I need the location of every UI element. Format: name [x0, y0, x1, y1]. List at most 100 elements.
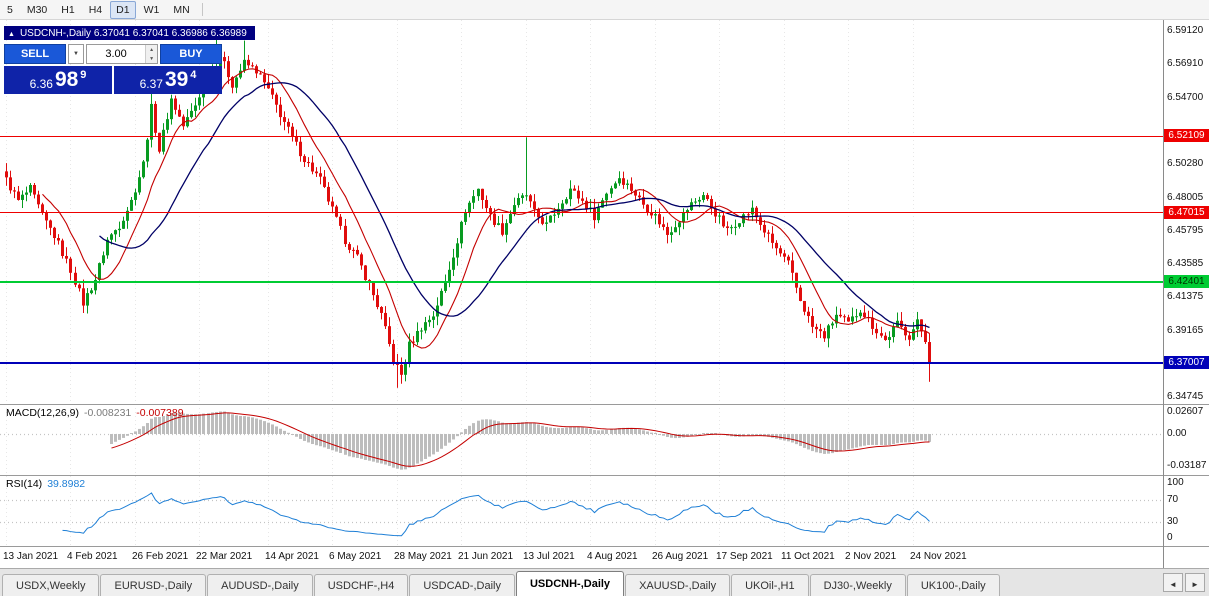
chart-tab-dj30-weekly[interactable]: DJ30-,Weekly: [809, 574, 906, 596]
chart-tab-strip: USDX,Weekly EURUSD-,Daily AUDUSD-,Daily USD…: [2, 571, 1001, 596]
date-axis-label: 13 Jul 2021: [523, 551, 575, 562]
timeframe-button-w1[interactable]: W1: [143, 3, 160, 16]
date-axis-label: 6 May 2021: [329, 551, 382, 562]
lot-size-input[interactable]: [87, 45, 146, 63]
tabs-scroll-left-button[interactable]: [1163, 573, 1183, 592]
macd-indicator-label: MACD(12,26,9) -0.008231 -0.007389: [6, 407, 184, 419]
chart-tab-bar: USDX,Weekly EURUSD-,Daily AUDUSD-,Daily USD…: [0, 568, 1209, 596]
ask-price-prefix: 6.37: [139, 76, 163, 91]
price-axis-separator: [1163, 20, 1164, 568]
chart-tab-usdcad-daily[interactable]: USDCAD-,Daily: [409, 574, 515, 596]
date-axis-label: 28 May 2021: [394, 551, 452, 562]
chart-tab-usdchf-h4[interactable]: USDCHF-,H4: [313, 574, 409, 596]
macd-name: MACD(12,26,9): [6, 407, 79, 419]
one-click-trading-panel: SELL BUY 6.36 98 9 6.37 39 4: [4, 44, 222, 94]
chart-tab-usdcnh-daily[interactable]: USDCNH-,Daily: [515, 571, 625, 596]
bid-price-prefix: 6.36: [29, 76, 53, 91]
rsi-name: RSI(14): [6, 478, 43, 490]
lot-size-field: [86, 44, 158, 64]
price-level-line[interactable]: [0, 212, 1163, 213]
rsi-indicator-label: RSI(14) 39.8982: [6, 478, 85, 490]
lot-decrease-icon[interactable]: [146, 54, 157, 63]
pane-separator-rsi-dates: [0, 546, 1209, 547]
date-axis-label: 24 Nov 2021: [910, 551, 967, 562]
price-level-badge: 6.37007: [1164, 356, 1209, 369]
macd-axis-label: 0.00: [1167, 428, 1187, 439]
price-axis-label: 6.39165: [1167, 325, 1204, 336]
lot-increase-icon[interactable]: [146, 45, 157, 54]
price-level-line[interactable]: [0, 362, 1163, 364]
rsi-axis-label: 30: [1167, 516, 1179, 527]
date-axis-label: 4 Aug 2021: [587, 551, 638, 562]
toolbar-separator: [201, 3, 203, 16]
bid-price-display[interactable]: 6.36 98 9: [4, 66, 112, 94]
timeframe-button-h4[interactable]: H4: [88, 3, 103, 16]
price-axis-label: 6.54700: [1167, 92, 1204, 103]
price-axis-label: 6.34745: [1167, 391, 1204, 402]
collapse-chart-icon[interactable]: [8, 28, 15, 39]
buy-button[interactable]: BUY: [160, 44, 222, 64]
macd-axis-label: -0.03187: [1167, 460, 1207, 471]
timeframe-button-d1[interactable]: D1: [110, 0, 136, 19]
chart-tab-uk100-daily[interactable]: UK100-,Daily: [906, 574, 1000, 596]
timeframe-toolbar[interactable]: 5 M30 H1 H4 D1 W1 MN: [0, 0, 1209, 20]
macd-signal-value: -0.007389: [136, 407, 184, 419]
timeframe-button-h1[interactable]: H1: [61, 3, 75, 16]
macd-axis-label: 0.02607: [1167, 406, 1204, 417]
date-axis-label: 11 Oct 2021: [781, 551, 835, 562]
ohlc-readout: USDCNH-,Daily 6.37041 6.37041 6.36986 6.…: [19, 27, 247, 39]
price-axis-label: 6.59120: [1167, 25, 1204, 36]
tabs-scroll-left-icon: [1169, 574, 1177, 592]
price-level-badge: 6.52109: [1164, 129, 1209, 142]
price-level-line[interactable]: [0, 136, 1163, 137]
chart-title-bar: USDCNH-,Daily 6.37041 6.37041 6.36986 6.…: [4, 26, 255, 40]
price-chart-canvas[interactable]: [0, 20, 1163, 546]
tabs-scroll-right-button[interactable]: [1185, 573, 1205, 592]
pane-separator-main-macd[interactable]: [0, 404, 1209, 405]
price-axis-label: 6.56910: [1167, 58, 1204, 69]
date-axis-label: 26 Feb 2021: [132, 551, 189, 562]
price-level-line[interactable]: [0, 281, 1163, 283]
macd-main-value: -0.008231: [83, 407, 132, 419]
price-axis-label: 6.45795: [1167, 225, 1204, 236]
chart-tab-eurusd-daily[interactable]: EURUSD-,Daily: [100, 574, 207, 596]
price-axis-label: 6.43585: [1167, 258, 1204, 269]
date-axis-label: 21 Jun 2021: [458, 551, 514, 562]
timeframe-button-mn[interactable]: MN: [173, 3, 190, 16]
ask-price-display[interactable]: 6.37 39 4: [114, 66, 222, 94]
price-level-badge: 6.42401: [1164, 275, 1209, 288]
rsi-axis-label: 70: [1167, 494, 1179, 505]
rsi-axis-label: 100: [1167, 477, 1184, 488]
chart-tab-audusd-daily[interactable]: AUDUSD-,Daily: [207, 574, 313, 596]
date-axis-label: 26 Aug 2021: [652, 551, 709, 562]
chart-tab-usdx-weekly[interactable]: USDX,Weekly: [2, 574, 100, 596]
price-axis-label: 6.50280: [1167, 158, 1204, 169]
date-axis-label: 17 Sep 2021: [716, 551, 773, 562]
price-axis-label: 6.41375: [1167, 291, 1204, 302]
date-axis-label: 2 Nov 2021: [845, 551, 897, 562]
chart-tab-ukoil-h1[interactable]: UKOil-,H1: [731, 574, 809, 596]
timeframe-button-5[interactable]: 5: [7, 3, 13, 16]
ask-price-big: 39: [164, 68, 189, 91]
price-level-badge: 6.47015: [1164, 206, 1209, 219]
rsi-value: 39.8982: [47, 478, 86, 490]
order-options-dropdown[interactable]: [68, 44, 84, 64]
timeframe-button-m30[interactable]: M30: [26, 3, 48, 16]
date-axis-label: 4 Feb 2021: [67, 551, 118, 562]
rsi-axis-label: 0: [1167, 532, 1173, 543]
bid-price-big: 98: [54, 68, 79, 91]
price-axis-label: 6.48005: [1167, 192, 1204, 203]
tabs-scroll-right-icon: [1191, 574, 1199, 592]
bid-price-pipette: 9: [80, 69, 87, 81]
date-axis[interactable]: 13 Jan 2021 4 Feb 2021 26 Feb 2021 22 Mar 2…: [0, 546, 1163, 568]
sell-button[interactable]: SELL: [4, 44, 66, 64]
chart-tab-xauusd-daily[interactable]: XAUUSD-,Daily: [625, 574, 731, 596]
pane-separator-macd-rsi[interactable]: [0, 475, 1209, 476]
lot-stepper: [145, 45, 157, 63]
tab-scroll-controls: [1163, 573, 1209, 596]
date-axis-label: 22 Mar 2021: [196, 551, 253, 562]
ask-price-pipette: 4: [190, 69, 197, 81]
date-axis-label: 13 Jan 2021: [3, 551, 59, 562]
date-axis-label: 14 Apr 2021: [265, 551, 319, 562]
